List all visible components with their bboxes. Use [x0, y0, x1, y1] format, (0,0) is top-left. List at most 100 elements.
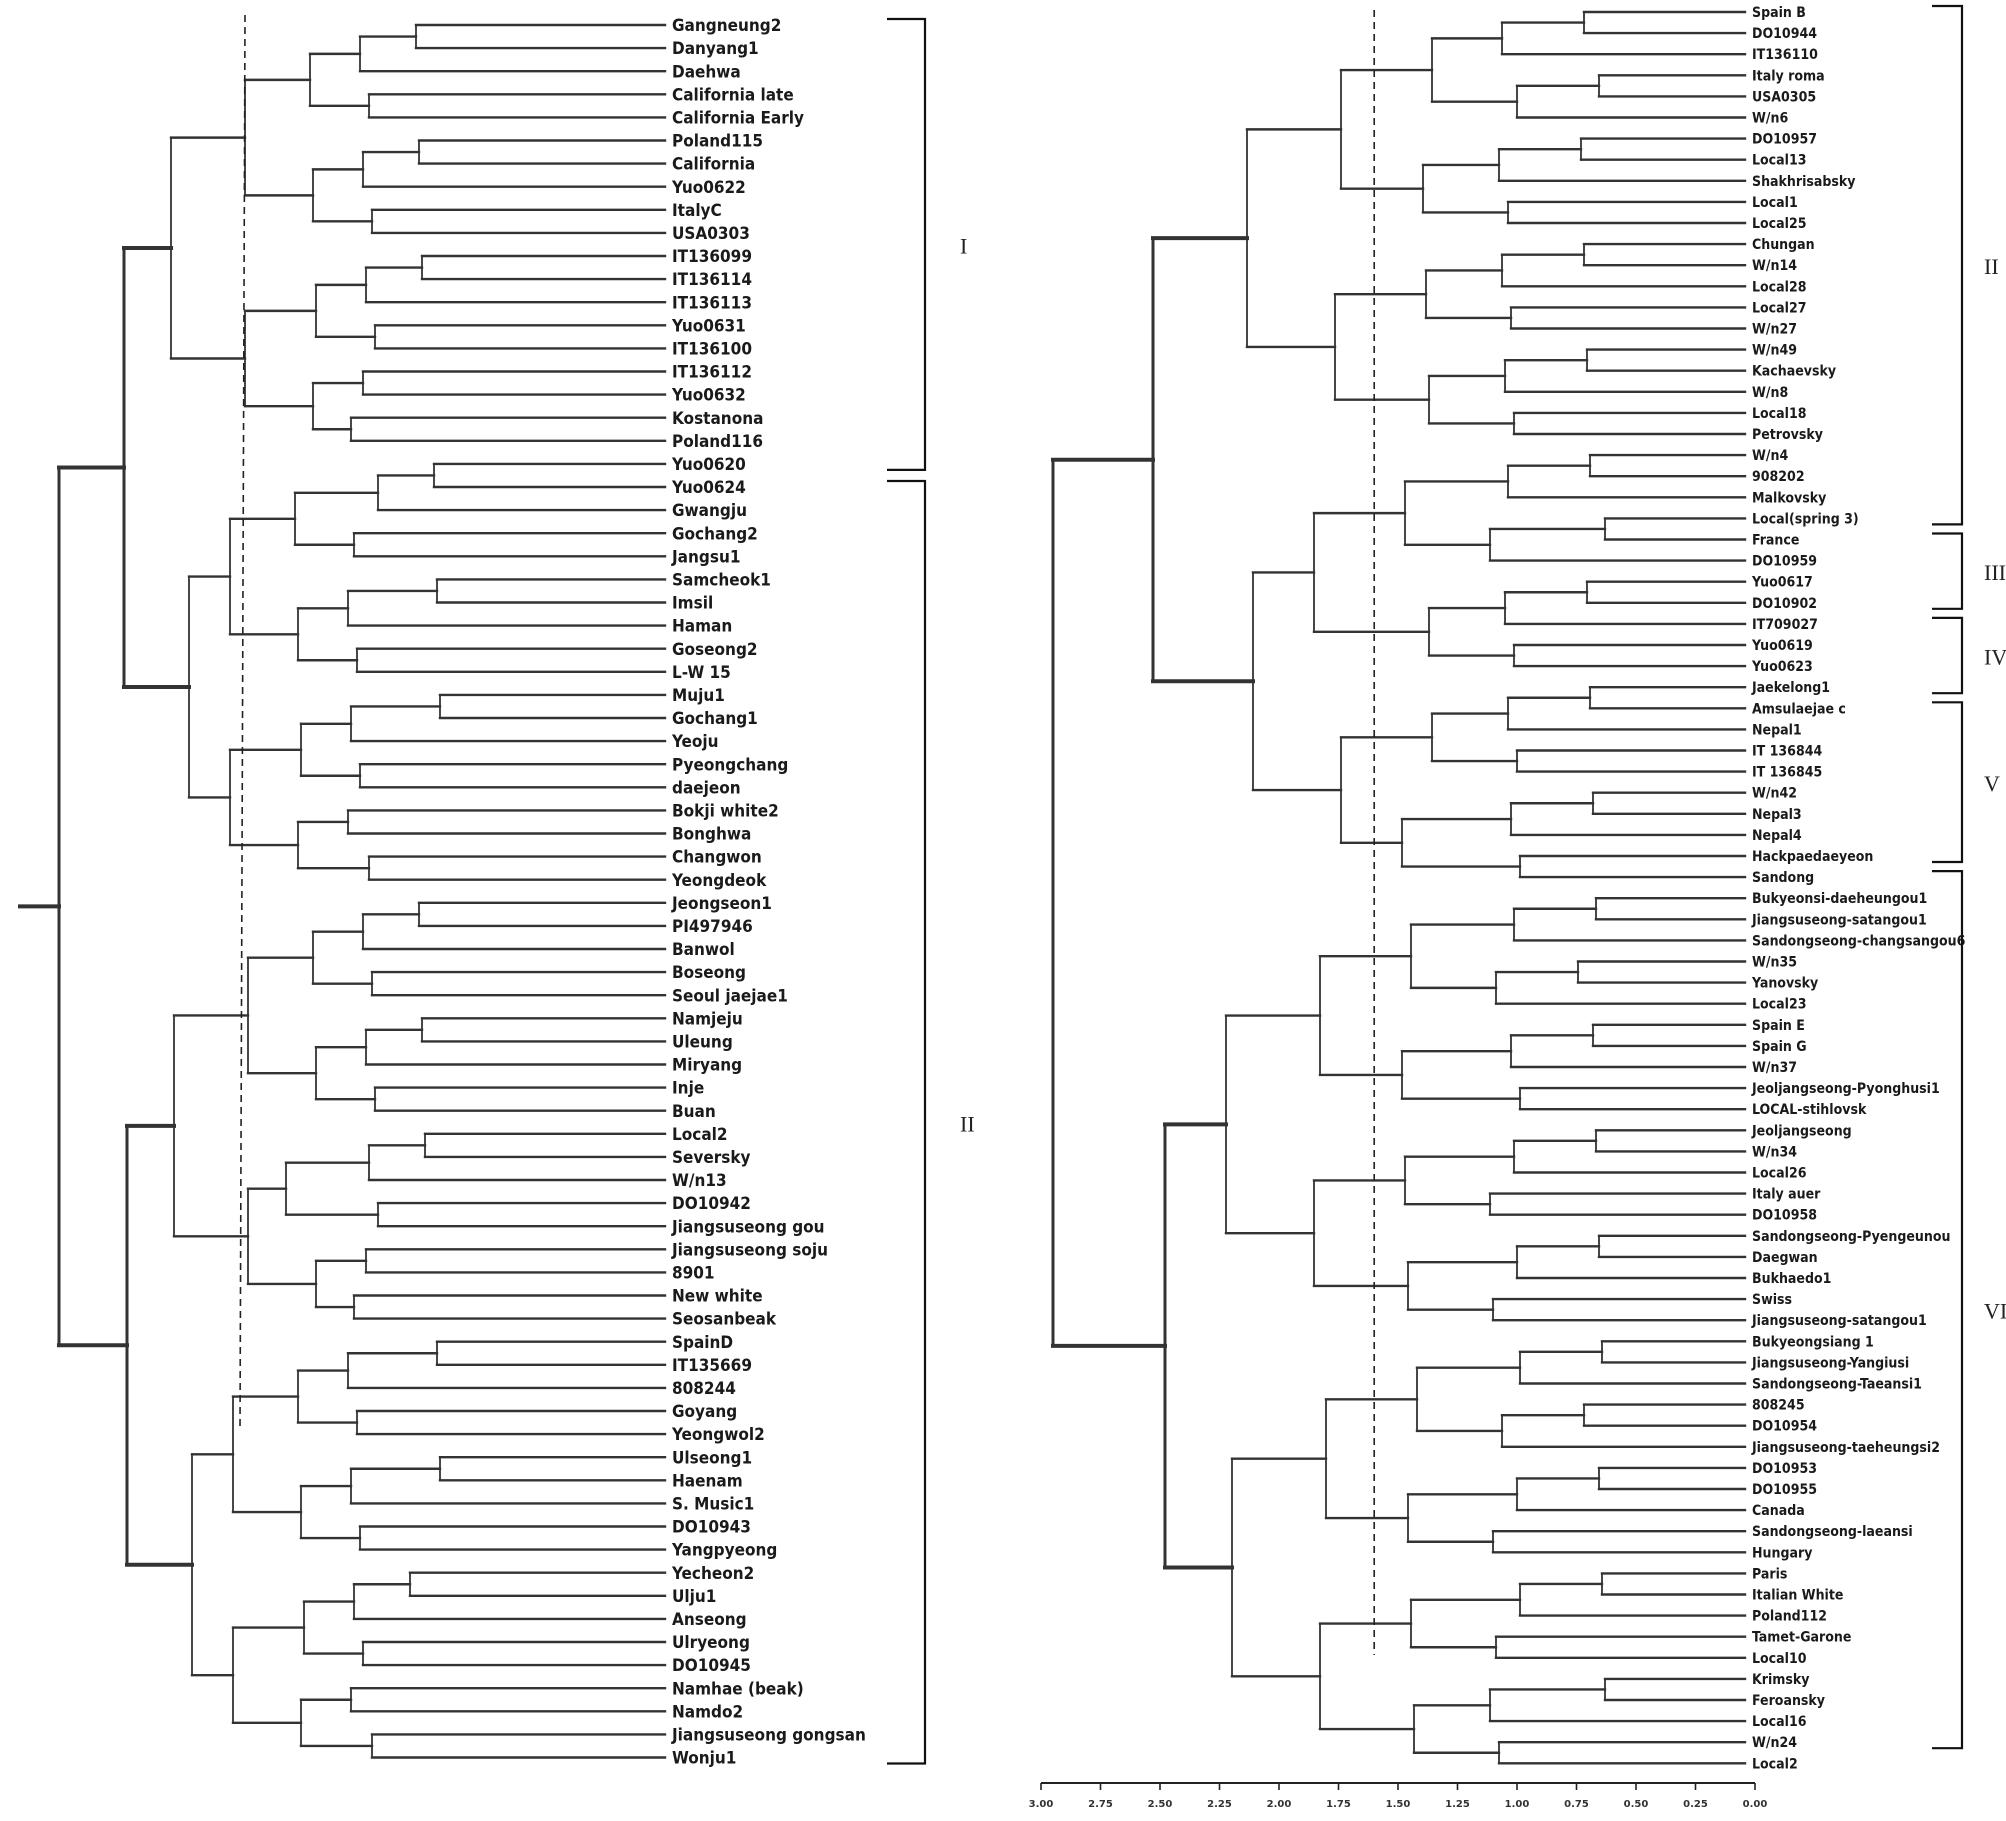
axis-tick-label: 0.75 [1564, 1799, 1589, 1810]
taxon-label: Yanovsky [1751, 976, 1818, 992]
group-label: II [960, 1111, 975, 1136]
taxon-label: Pyeongchang [672, 755, 788, 775]
left-dendrogram [18, 23, 667, 1759]
taxon-label: Local2 [672, 1125, 728, 1145]
taxon-label: DO10957 [1752, 132, 1817, 148]
taxon-label: Seosanbeak [672, 1310, 777, 1330]
right-dendrogram [1051, 10, 1747, 1765]
taxon-label: Spain E [1752, 1018, 1805, 1034]
axis-tick-label: 0.00 [1743, 1799, 1768, 1810]
taxon-label: W/n13 [672, 1171, 727, 1191]
taxon-label: Local27 [1752, 300, 1806, 316]
taxon-label: Nepal3 [1752, 807, 1802, 823]
taxon-label: IT136112 [672, 363, 752, 383]
taxon-label: Poland116 [672, 432, 763, 452]
taxon-label: Yuo0622 [671, 178, 746, 198]
taxon-label: Goseong2 [672, 640, 758, 660]
taxon-label: IT135669 [672, 1356, 752, 1376]
taxon-label: Daegwan [1752, 1250, 1818, 1266]
taxon-label: Local13 [1752, 153, 1806, 169]
taxon-label: Yuo0619 [1751, 638, 1813, 654]
taxon-label: Feroansky [1752, 1693, 1825, 1709]
taxon-label: Boseong [672, 963, 746, 983]
taxon-label: Gwangju [672, 501, 747, 521]
taxon-label: Yuo0632 [671, 386, 746, 406]
taxon-label: DO10959 [1752, 554, 1817, 570]
taxon-label: 808244 [672, 1379, 736, 1399]
taxon-label: Haenam [672, 1471, 743, 1491]
axis-tick-label: 2.50 [1148, 1799, 1173, 1810]
taxon-label: DO10944 [1752, 26, 1817, 42]
taxon-label: W/n4 [1752, 448, 1788, 464]
taxon-label: Jiangsuseong gongsan [671, 1726, 866, 1746]
taxon-label: Local25 [1752, 216, 1806, 232]
taxon-label: daejeon [672, 778, 741, 798]
taxon-label: Sandongseong-Pyengeunou [1752, 1229, 1950, 1245]
taxon-label: 8901 [672, 1264, 715, 1284]
taxon-label: Local16 [1752, 1714, 1807, 1730]
taxon-label: Anseong [672, 1610, 747, 1630]
taxon-label: Jiangsuseong-Yangiusi [1751, 1355, 1909, 1371]
taxon-label: IT 136845 [1752, 765, 1822, 781]
taxon-label: W/n24 [1752, 1735, 1797, 1751]
taxon-label: Ulju1 [672, 1587, 716, 1607]
axis-tick-label: 1.00 [1505, 1799, 1530, 1810]
taxon-label: Sandong [1752, 870, 1814, 886]
axis-tick-label: 2.00 [1267, 1799, 1292, 1810]
taxon-label: Bonghwa [672, 825, 751, 845]
taxon-label: Uleung [672, 1033, 733, 1053]
taxon-label: W/n27 [1752, 322, 1797, 338]
taxon-label: Jeoljangseong [1751, 1123, 1852, 1139]
taxon-label: Chungan [1752, 237, 1815, 253]
taxon-label: 908202 [1752, 469, 1805, 485]
group-label: III [1984, 560, 2006, 585]
taxon-label: Italy roma [1752, 68, 1825, 84]
taxon-label: Spain B [1752, 5, 1806, 21]
left-cutoff-line [239, 14, 246, 1431]
taxon-label: Bukyeonsi-daeheungou1 [1752, 891, 1927, 907]
taxon-label: Shakhrisabsky [1752, 174, 1856, 190]
taxon-label: Krimsky [1752, 1672, 1810, 1688]
group-label: VI [1984, 1299, 2006, 1324]
taxon-label: Petrovsky [1752, 427, 1823, 443]
group-label: II [1984, 254, 1999, 279]
axis-tick-label: 1.25 [1445, 1799, 1470, 1810]
taxon-label: Namhae (beak) [672, 1679, 804, 1699]
taxon-label: Hungary [1752, 1545, 1812, 1561]
taxon-label: Ulseong1 [672, 1448, 752, 1468]
taxon-label: S. Music1 [672, 1495, 754, 1515]
taxon-label: Jiangsuseong-taeheungsi2 [1751, 1440, 1940, 1456]
taxon-label: Ulryeong [672, 1633, 750, 1653]
taxon-label: SpainD [672, 1333, 733, 1353]
taxon-label: DO10945 [672, 1656, 751, 1676]
taxon-label: Banwol [672, 940, 735, 960]
axis-tick-label: 0.25 [1683, 1799, 1708, 1810]
group-label: I [960, 233, 967, 258]
taxon-label: Nepal4 [1752, 828, 1802, 844]
taxon-label: Jangsu1 [671, 547, 740, 567]
taxon-label: Sandongseong-changsangou6 [1752, 933, 1966, 949]
taxon-label: DO10943 [672, 1518, 751, 1538]
taxon-label: Seoul jaejae1 [672, 986, 788, 1006]
taxon-label: Gangneung2 [672, 16, 781, 36]
taxon-label: IT136099 [672, 247, 752, 267]
taxon-label: California Early [672, 109, 804, 129]
taxon-label: Local18 [1752, 406, 1806, 422]
taxon-label: Gochang2 [672, 524, 758, 544]
group-label: V [1984, 771, 2000, 796]
taxon-label: Imsil [672, 594, 713, 614]
taxon-label: Nepal1 [1752, 722, 1802, 738]
taxon-label: Yeongdeok [671, 871, 767, 891]
taxon-label: Sandongseong-Taeansi1 [1752, 1377, 1922, 1393]
taxon-label: Swiss [1752, 1292, 1792, 1308]
taxon-label: Jiangsuseong-satangou1 [1751, 1313, 1927, 1329]
taxon-label: Local(spring 3) [1752, 511, 1859, 527]
taxon-label: Haman [672, 617, 732, 637]
taxon-label: Yuo0620 [671, 455, 746, 475]
axis-tick-label: 1.50 [1386, 1799, 1411, 1810]
taxon-label: Jiangsuseong-satangou1 [1751, 912, 1927, 928]
axis-tick-label: 2.25 [1207, 1799, 1232, 1810]
taxon-label: DO10953 [1752, 1461, 1817, 1477]
taxon-label: DO10954 [1752, 1419, 1817, 1435]
